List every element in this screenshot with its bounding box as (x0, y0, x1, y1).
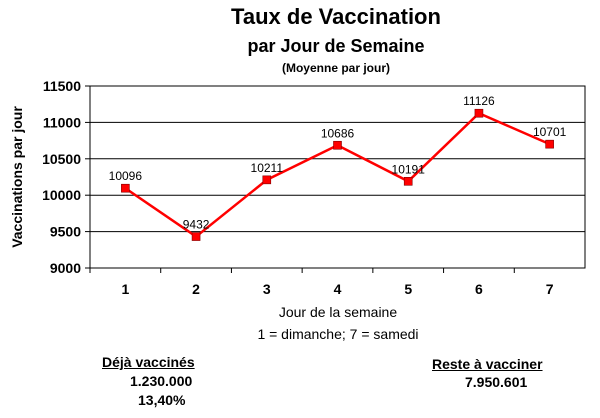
data-point-marker (191, 232, 201, 241)
vaccinated-count: 1.230.000 (130, 373, 193, 389)
y-tick-label: 10000 (42, 187, 81, 203)
data-label: 10701 (533, 125, 567, 139)
y-tick-label: 10500 (42, 151, 81, 167)
data-label: 10096 (109, 169, 143, 183)
data-point-marker (474, 108, 484, 118)
plot-area (89, 85, 586, 269)
vaccinated-label: Déjà vaccinés (102, 354, 195, 370)
y-axis-label: Vaccinations par jour (9, 106, 25, 248)
data-label: 10686 (321, 126, 355, 140)
data-point-marker (545, 139, 554, 149)
data-point-marker (333, 140, 342, 150)
data-label: 9432 (183, 218, 210, 232)
remaining-label: Reste à vacciner (432, 356, 543, 372)
data-label: 10191 (392, 162, 426, 176)
x-tick-label: 2 (192, 281, 200, 297)
data-label: 11126 (463, 94, 495, 108)
vaccinated-percent: 13,40% (138, 392, 186, 408)
remaining-count: 7.950.601 (465, 374, 528, 390)
x-tick-label: 4 (334, 281, 342, 297)
data-point-marker (262, 175, 272, 185)
x-tick-label: 6 (475, 281, 483, 297)
data-point-marker (121, 183, 130, 193)
y-tick-label: 11500 (43, 78, 81, 94)
y-tick-label: 11000 (43, 114, 81, 130)
x-tick-label: 1 (121, 281, 129, 297)
x-axis-label: Jour de la semaine (278, 304, 398, 320)
x-tick-label: 3 (263, 281, 271, 297)
chart-title: Taux de Vaccination (231, 4, 441, 29)
x-tick-label: 5 (404, 281, 412, 297)
y-tick-label: 9000 (50, 260, 81, 276)
x-tick-label: 7 (546, 281, 554, 297)
y-tick-label: 9500 (50, 224, 81, 240)
data-point-marker (403, 176, 413, 186)
x-axis-note: 1 = dimanche; 7 = samedi (257, 326, 419, 342)
data-label: 10211 (251, 161, 284, 175)
chart-subtitle-note: (Moyenne par jour) (281, 61, 390, 75)
chart-subtitle: par Jour de Semaine (247, 36, 425, 56)
